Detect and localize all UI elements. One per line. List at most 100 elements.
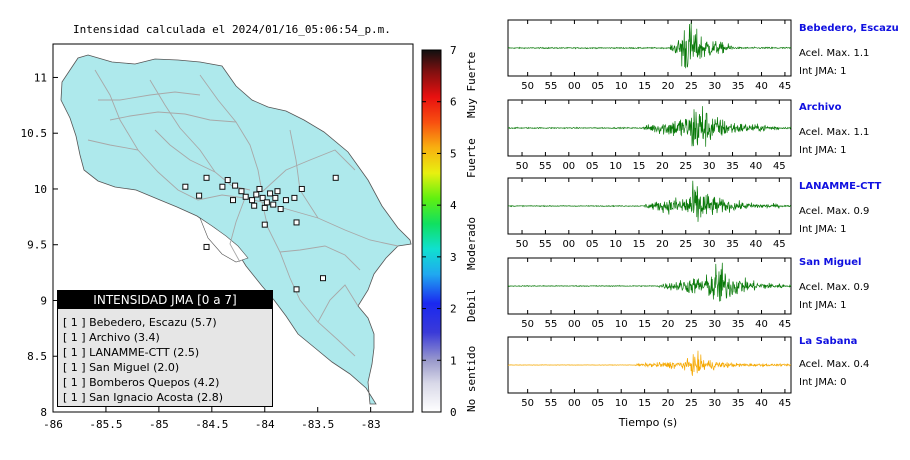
trace-tick-label: 55 — [545, 81, 558, 92]
trace-tick-label: 20 — [662, 398, 675, 409]
trace-tick-label: 40 — [750, 161, 763, 172]
station-marker — [203, 174, 210, 181]
trace-tick-label: 25 — [679, 239, 692, 250]
map-ytick-label: 10 — [34, 183, 47, 196]
station-marker — [320, 275, 326, 282]
station-marker — [332, 174, 339, 181]
trace-tick-label: 50 — [521, 319, 534, 330]
trace-tick-label: 25 — [685, 319, 698, 330]
trace-tick-label: 30 — [708, 398, 721, 409]
trace-tick-label: 05 — [586, 161, 599, 172]
trace-tick-label: 30 — [703, 161, 716, 172]
legend-item: [ 1 ] LANAMME-CTT (2.5) — [63, 346, 200, 359]
trace-tick-label: 20 — [656, 239, 669, 250]
trace-tick-label: 40 — [755, 81, 768, 92]
map-ytick-label: 9 — [40, 294, 47, 307]
trace-tick-label: 50 — [516, 161, 529, 172]
trace-tick-label: 25 — [685, 398, 698, 409]
trace-tick-label: 00 — [568, 81, 581, 92]
trace-tick-label: 40 — [755, 319, 768, 330]
station-marker — [224, 177, 231, 184]
station-marker — [203, 243, 210, 250]
colorbar-label-no-sentido: No sentido — [465, 346, 478, 412]
station-name-bebedero: Bebedero, Escazu — [799, 23, 899, 34]
trace-tick-label: 05 — [591, 81, 604, 92]
trace-tick-label: 30 — [708, 319, 721, 330]
map-axes: -86 -85.5 -85 -84.5 -84 -83.5 -83 8 8.5 9 9.5 10 10.… — [21, 71, 381, 431]
station-marker — [249, 197, 256, 204]
colorbar-tick-label: 3 — [450, 251, 457, 264]
station-acel: Acel. Max. 0.9 — [799, 282, 870, 293]
trace-tick-label: 35 — [732, 81, 745, 92]
trace-tick-label: 05 — [591, 398, 604, 409]
station-jma: Int JMA: 1 — [799, 224, 847, 235]
station-jma: Int JMA: 0 — [799, 377, 847, 388]
trace-tick-label: 00 — [568, 319, 581, 330]
station-name-la-sabana: La Sabana — [799, 336, 858, 347]
trace-tick-label: 30 — [708, 81, 721, 92]
intensity-legend: INTENSIDAD JMA [0 a 7] [ 1 ] Bebedero, E… — [57, 290, 273, 407]
colorbar — [421, 49, 442, 413]
station-marker — [238, 188, 245, 195]
trace-panel: 50 55 00 05 10 15 20 25 30 35 40 45 — [507, 177, 792, 250]
map-title: Intensidad calculada el 2024/01/16_05:06… — [73, 23, 391, 36]
station-acel: Acel. Max. 0.4 — [799, 359, 870, 370]
trace-tick-label: 30 — [703, 239, 716, 250]
trace-panel: 50 55 00 05 10 15 20 25 30 35 40 45 — [507, 19, 792, 92]
trace-tick-label: 00 — [562, 239, 575, 250]
map-ytick-label: 10.5 — [21, 127, 48, 140]
trace-tick-label: 40 — [750, 239, 763, 250]
trace-tick-label: 15 — [633, 239, 646, 250]
road-network — [87, 69, 399, 357]
trace-tick-label: 15 — [638, 398, 651, 409]
trace-tick-label: 50 — [521, 81, 534, 92]
trace-tick-label: 55 — [539, 161, 552, 172]
station-marker — [293, 219, 300, 226]
station-info-san-miguel: Acel. Max. 0.9 Int JMA: 1 — [799, 279, 869, 315]
station-marker — [242, 193, 249, 200]
colorbar-label-fuerte: Fuerte — [465, 138, 478, 178]
legend-item: [ 1 ] San Ignacio Acosta (2.8) — [63, 391, 223, 404]
legend-item: [ 1 ] Archivo (3.4) — [63, 331, 160, 344]
trace-tick-label: 25 — [685, 81, 698, 92]
trace-tick-label: 35 — [726, 161, 739, 172]
station-points — [182, 174, 339, 293]
trace-tick-label: 45 — [779, 398, 792, 409]
station-acel: Acel. Max. 1.1 — [799, 127, 870, 138]
trace-tick-label: 00 — [562, 161, 575, 172]
station-marker — [256, 185, 263, 192]
station-marker — [251, 202, 258, 209]
station-marker — [263, 199, 270, 206]
map-xtick-label: -84.5 — [195, 418, 228, 431]
trace-tick-label: 10 — [609, 239, 622, 250]
legend-items: [ 1 ] Bebedero, Escazu (5.7) [ 1 ] Archi… — [63, 315, 268, 405]
station-marker — [277, 206, 284, 213]
station-marker — [274, 188, 281, 195]
map-ytick-label: 11 — [34, 71, 47, 84]
colorbar-label-moderado: Moderado — [465, 217, 478, 270]
colorbar-tick-label: 1 — [450, 354, 457, 367]
station-name-archivo: Archivo — [799, 102, 842, 113]
trace-tick-label: 00 — [568, 398, 581, 409]
station-marker — [291, 194, 298, 201]
trace-tick-label: 10 — [609, 161, 622, 172]
legend-item: [ 1 ] San Miguel (2.0) — [63, 361, 180, 374]
trace-tick-label: 45 — [779, 81, 792, 92]
map-xtick-label: -84 — [255, 418, 275, 431]
trace-waveform — [507, 180, 792, 222]
trace-tick-label: 40 — [755, 398, 768, 409]
station-marker — [282, 197, 289, 204]
station-info-archivo: Acel. Max. 1.1 Int JMA: 1 — [799, 124, 869, 160]
trace-waveform — [507, 350, 792, 376]
trace-tick-label: 55 — [545, 319, 558, 330]
map-ytick-label: 8.5 — [27, 350, 47, 363]
trace-tick-label: 55 — [539, 239, 552, 250]
trace-tick-label: 15 — [633, 161, 646, 172]
trace-waveform — [507, 22, 792, 69]
trace-tick-label: 35 — [732, 319, 745, 330]
station-acel: Acel. Max. 1.1 — [799, 48, 870, 59]
colorbar-tick-label: 6 — [450, 96, 457, 109]
colorbar-tick-label: 0 — [450, 406, 457, 419]
map-xtick-label: -83 — [361, 418, 381, 431]
trace-waveform — [507, 106, 792, 147]
